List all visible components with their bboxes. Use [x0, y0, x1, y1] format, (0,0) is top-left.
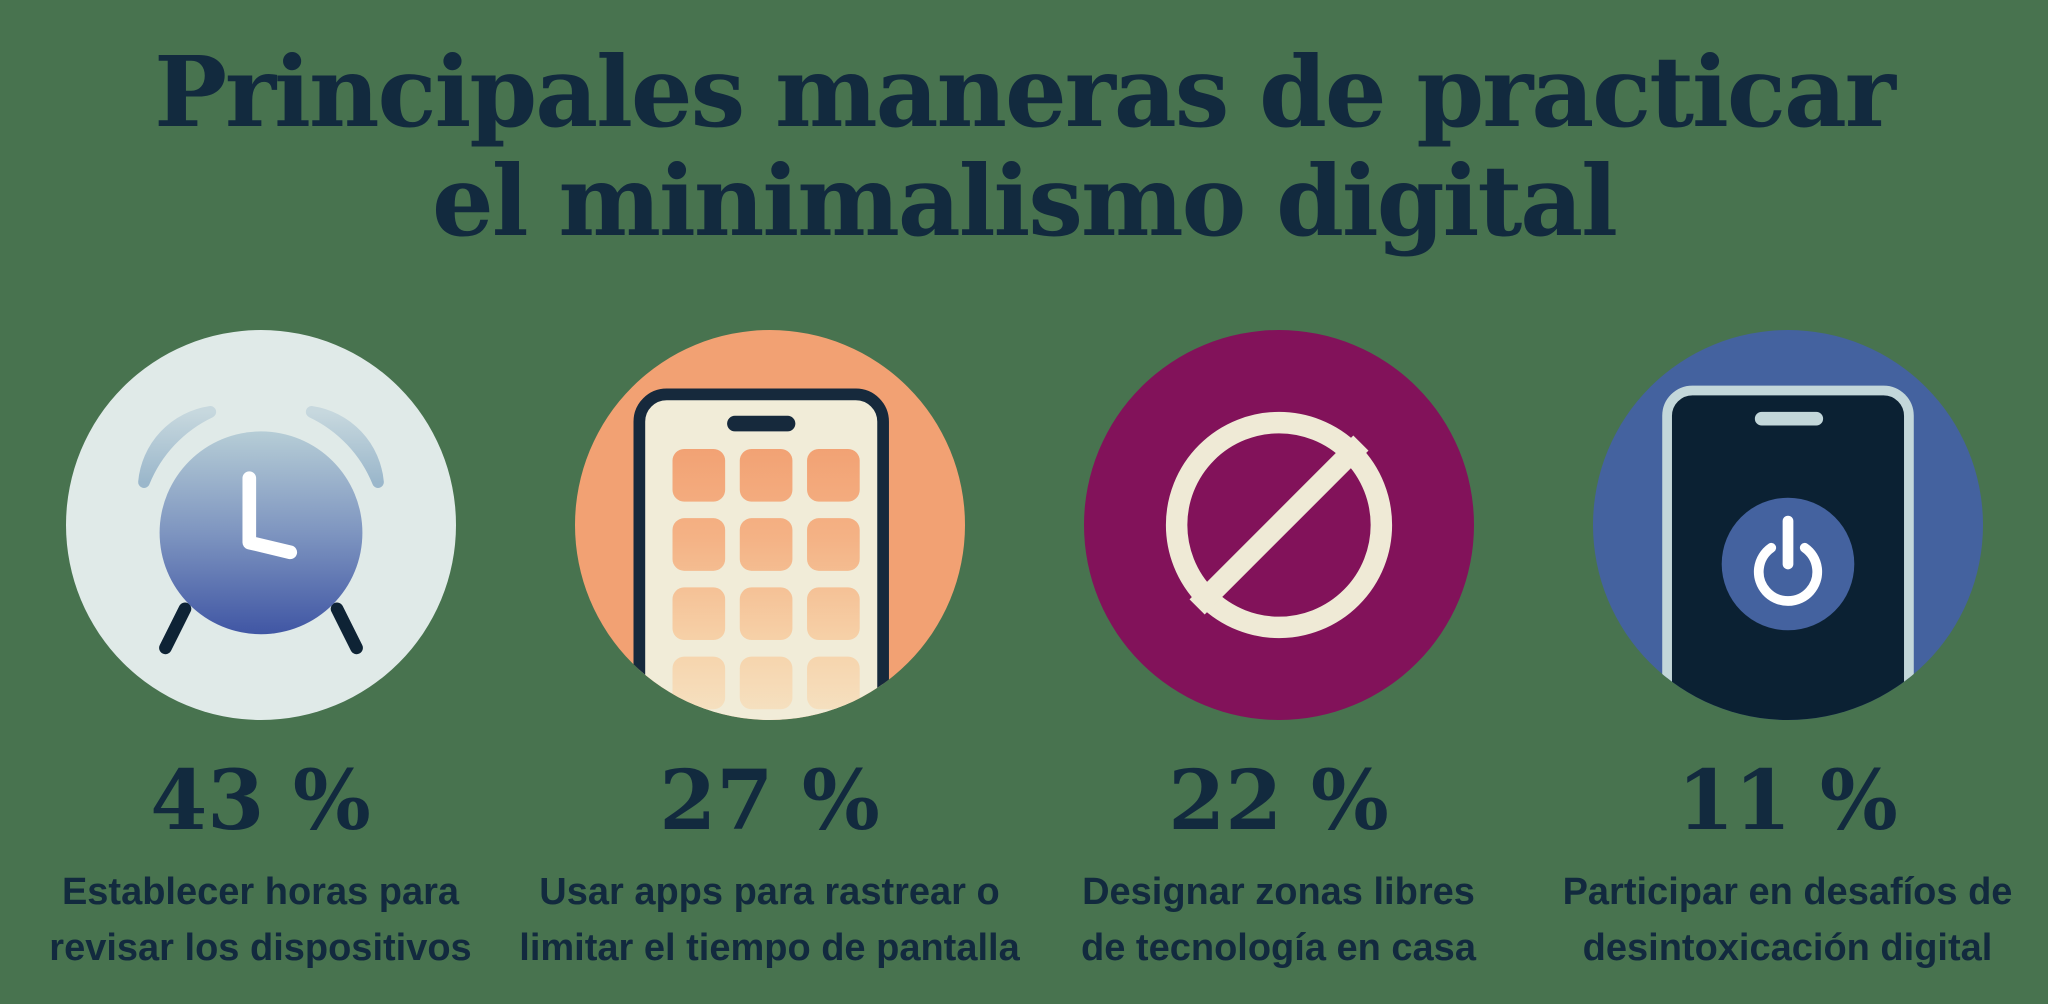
page-title-line2: el minimalismo digital [432, 143, 1618, 258]
phone-app-grid-icon [574, 330, 965, 720]
prohibition-sign-icon [1083, 330, 1474, 720]
stat-caption: Establecer horas para revisar los dispos… [49, 871, 472, 970]
stat-percent: 22 % [1168, 753, 1389, 849]
stat-percent: 43 % [150, 753, 371, 849]
stat-tech-free-zones: 22 % Designar zonas libres de tecnología… [1024, 330, 1533, 976]
stats-row: 43 % Establecer horas para revisar los d… [0, 330, 2048, 976]
alarm-clock-icon [65, 330, 456, 720]
stat-caption: Designar zonas libres de tecnología en c… [1081, 871, 1476, 970]
phone-power-off-icon [1592, 330, 1983, 720]
page-title-line1: Principales maneras de practicar [154, 35, 1896, 149]
stat-percent: 11 % [1677, 753, 1898, 849]
stat-digital-detox: 11 % Participar en desafíos de desintoxi… [1533, 330, 2042, 976]
stat-screen-time-apps: 27 % Usar apps para rastrear o limitar e… [515, 330, 1024, 976]
stat-caption: Usar apps para rastrear o limitar el tie… [519, 871, 1020, 970]
stat-caption: Participar en desafíos de desintoxicació… [1562, 871, 2013, 970]
stat-percent: 27 % [659, 753, 880, 849]
stat-set-hours: 43 % Establecer horas para revisar los d… [6, 330, 515, 976]
page-title: Principales maneras de practicar el mini… [0, 38, 2048, 255]
